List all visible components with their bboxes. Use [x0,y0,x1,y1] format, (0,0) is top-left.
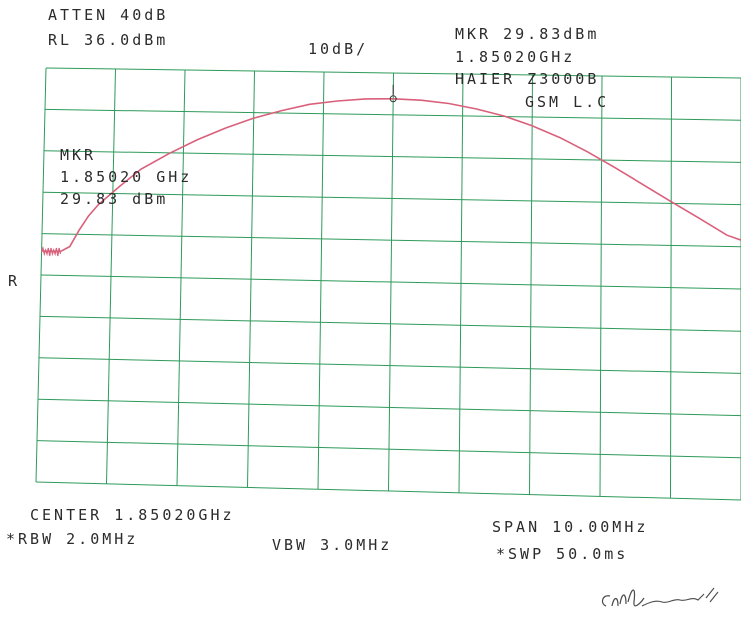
ref-level-label: RL 36.0dBm [48,31,169,49]
grid-hline [40,274,741,290]
center-freq-label: CENTER 1.85020GHz [30,506,235,524]
rbw-label: *RBW 2.0MHz [6,530,139,548]
marker-dot [389,95,397,103]
grid-hline [39,315,741,332]
grid-hline [36,440,741,459]
reference-side-label: R [8,272,21,290]
grid-hline [38,357,741,374]
grid-hline [44,108,741,121]
marker-box-freq: 1.85020 GHz [60,168,193,186]
noise-floor-segment [41,246,62,257]
marker-box-level: 29.83 dBm [60,190,169,208]
scale-label: 10dB/ [308,40,369,58]
grid-hline [45,67,741,79]
handwritten-signature [601,587,719,607]
atten-label: ATTEN 40dB [48,6,169,24]
vbw-label: VBW 3.0MHz [272,536,393,554]
grid-hline [35,481,741,501]
marker-point [389,84,397,103]
sweep-label: *SWP 50.0ms [496,545,629,563]
marker-readout-level: MKR 29.83dBm [455,25,600,43]
noise-floor-trace [41,246,62,257]
graticule [35,67,741,501]
grid-hline [42,191,741,206]
marker-readout-freq: 1.85020GHz [455,48,576,66]
spectrum-trace [41,97,741,253]
grid-hline [37,398,741,417]
span-label: SPAN 10.00MHz [492,518,649,536]
device-model-label: HAIER Z3000B [455,70,600,88]
grid-hline [43,150,741,163]
grid-hline [41,233,741,248]
marker-box-title: MKR [60,146,97,164]
device-mode-label: GSM L.C [525,93,610,111]
